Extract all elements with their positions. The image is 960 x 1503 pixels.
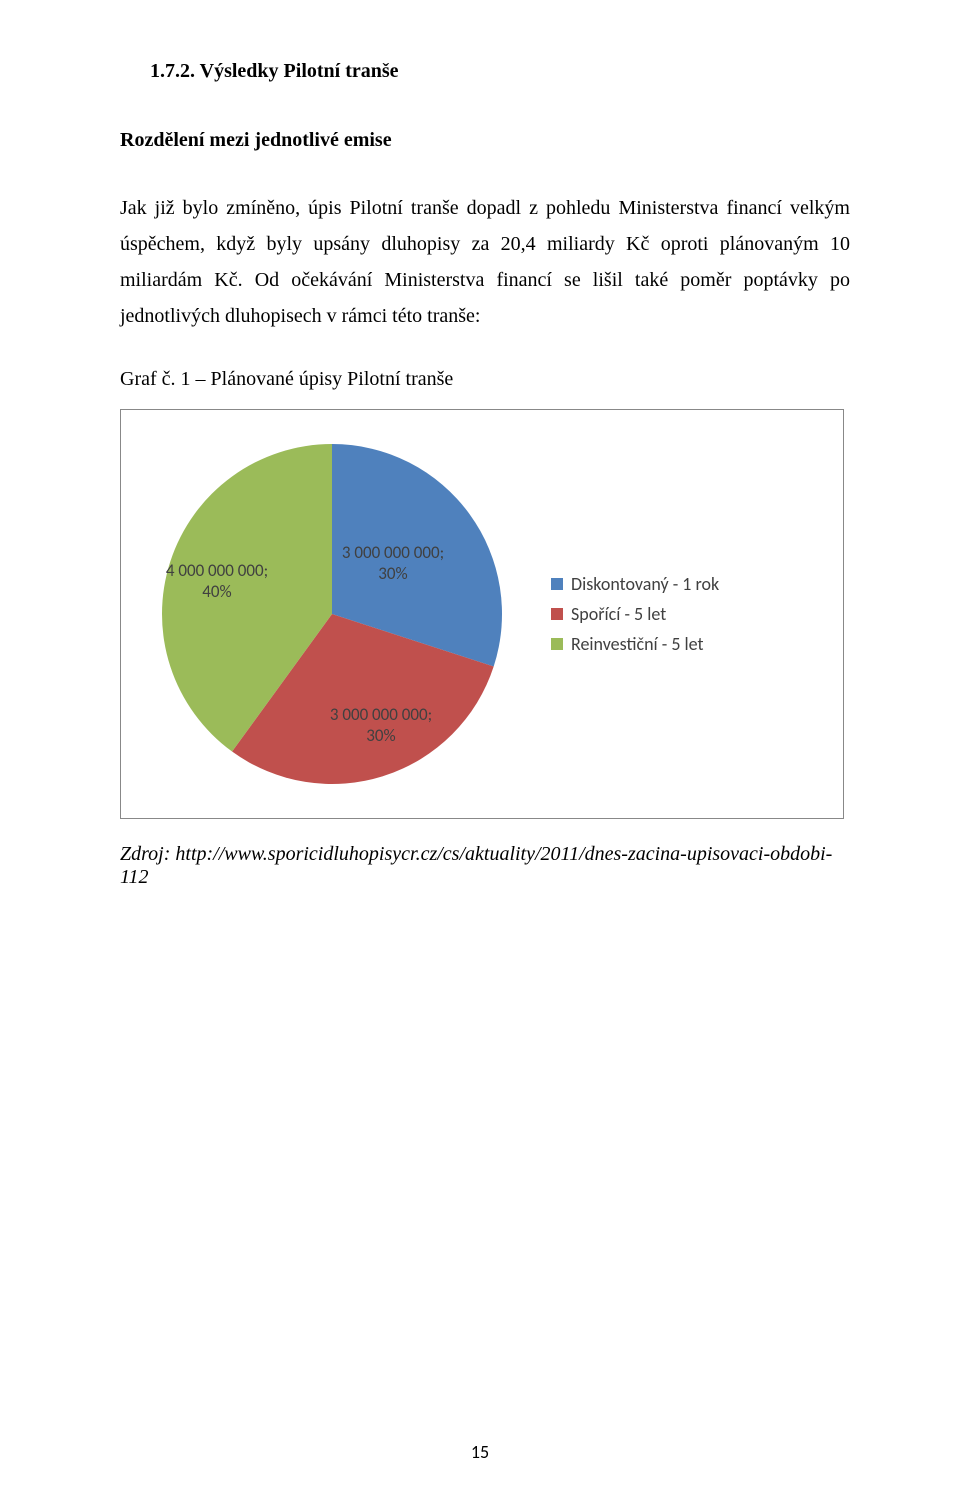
chart-caption: Graf č. 1 – Plánované úpisy Pilotní tran… [120,368,850,391]
section-heading: 1.7.2. Výsledky Pilotní tranše [120,60,850,83]
pie-slice-label: 3 000 000 000;30% [323,542,463,585]
pie-chart-container: 3 000 000 000;30% 3 000 000 000;30% 4 000 … [120,409,844,819]
pie-slice-label: 4 000 000 000;40% [147,560,287,603]
chart-legend: Diskontovaný - 1 rok Spořící - 5 let Reinv… [551,565,719,663]
chart-source: Zdroj: http://www.sporicidluhopisycr.cz/… [120,843,850,889]
legend-label: Reinvestiční - 5 let [571,633,704,655]
legend-item: Spořící - 5 let [551,603,719,625]
legend-swatch [551,608,563,620]
page-number: 15 [0,1441,960,1463]
pie-slice-label: 3 000 000 000;30% [311,704,451,747]
body-paragraph: Jak již bylo zmíněno, úpis Pilotní tranš… [120,190,850,334]
pie-chart: 3 000 000 000;30% 3 000 000 000;30% 4 000 … [137,424,517,804]
legend-label: Diskontovaný - 1 rok [571,573,719,595]
legend-item: Diskontovaný - 1 rok [551,573,719,595]
legend-label: Spořící - 5 let [571,603,666,625]
subheading: Rozdělení mezi jednotlivé emise [120,129,850,152]
legend-swatch [551,578,563,590]
legend-item: Reinvestiční - 5 let [551,633,719,655]
legend-swatch [551,638,563,650]
